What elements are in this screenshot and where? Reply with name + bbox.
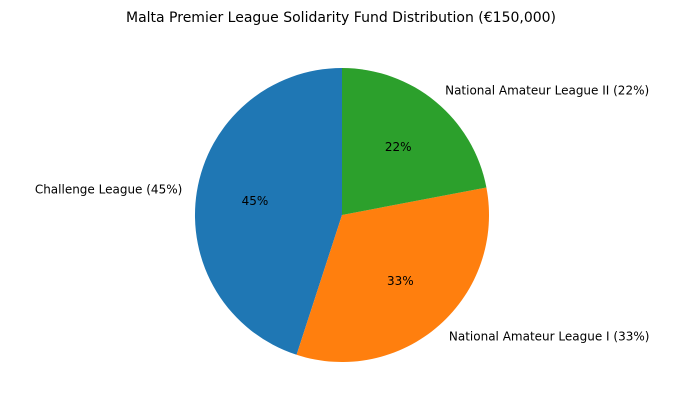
slice-label-2: National Amateur League II (22%) bbox=[445, 83, 649, 97]
pie-slice-2 bbox=[342, 68, 487, 215]
pct-label-2: 22% bbox=[385, 140, 412, 154]
pie-slice-1 bbox=[296, 187, 490, 363]
pct-label-0: 45% bbox=[242, 194, 269, 208]
slice-label-1: National Amateur League I (33%) bbox=[449, 329, 650, 343]
slice-label-0: Challenge League (45%) bbox=[35, 183, 182, 197]
chart-title: Malta Premier League Solidarity Fund Dis… bbox=[125, 10, 557, 26]
pie-slice-0 bbox=[194, 67, 342, 355]
pct-label-1: 33% bbox=[387, 274, 414, 288]
